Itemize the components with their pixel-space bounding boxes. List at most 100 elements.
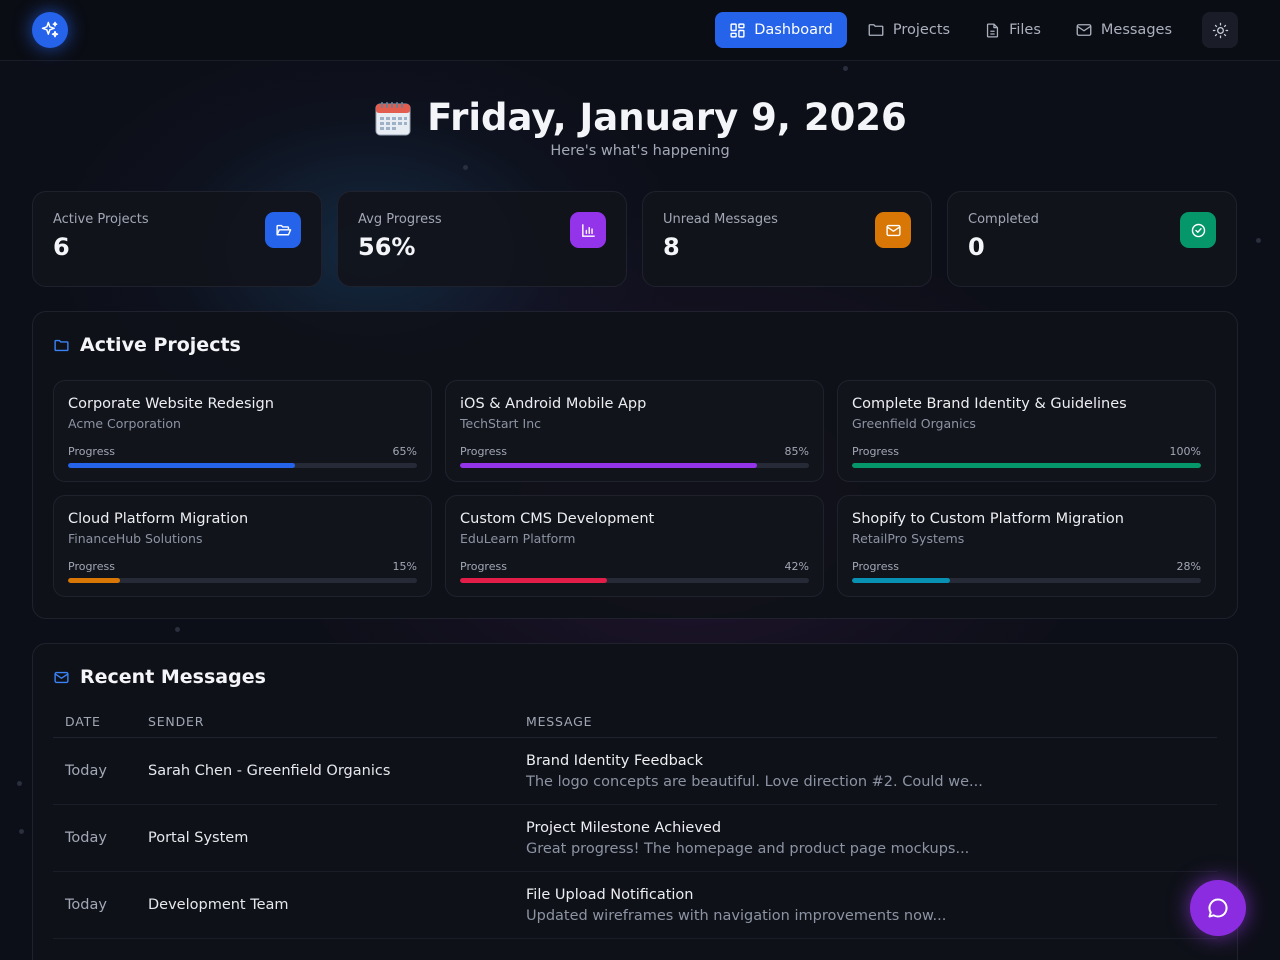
progress-fill — [852, 463, 1201, 468]
main-nav: Dashboard Projects Files Messages — [715, 12, 1238, 48]
panel-title-text: Recent Messages — [80, 666, 266, 688]
active-projects-panel: Active Projects Corporate Website Redesi… — [32, 311, 1238, 619]
theme-toggle-button[interactable] — [1202, 12, 1238, 48]
stat-value: 56% — [358, 233, 416, 261]
project-card[interactable]: Corporate Website Redesign Acme Corporat… — [53, 380, 432, 482]
stat-label: Completed — [968, 212, 1039, 227]
project-card[interactable]: Custom CMS Development EduLearn Platform… — [445, 495, 824, 597]
table-header: DATE SENDER MESSAGE — [53, 706, 1217, 738]
project-card[interactable]: Cloud Platform Migration FinanceHub Solu… — [53, 495, 432, 597]
decor-dot — [843, 66, 848, 71]
progress-label: Progress — [852, 560, 899, 573]
project-client: FinanceHub Solutions — [68, 531, 203, 546]
progress-fill — [852, 578, 950, 583]
progress-value: 42% — [784, 560, 809, 573]
chat-button[interactable] — [1190, 880, 1246, 936]
progress-value: 28% — [1176, 560, 1201, 573]
calendar-icon — [375, 101, 411, 135]
message-subject: Brand Identity Feedback — [526, 752, 704, 769]
table-row[interactable]: Today Development Team File Upload Notif… — [53, 872, 1217, 939]
message-cell: Brand Identity Feedback The logo concept… — [526, 753, 1217, 790]
table-row[interactable]: Today Sarah Chen - Greenfield Organics B… — [53, 738, 1217, 805]
progress-value: 85% — [784, 445, 809, 458]
message-date: Today — [65, 763, 107, 779]
nav-dashboard[interactable]: Dashboard — [715, 12, 847, 48]
progress-label: Progress — [852, 445, 899, 458]
panel-title-text: Active Projects — [80, 334, 241, 356]
project-client: TechStart Inc — [460, 416, 541, 431]
decor-dot — [1256, 238, 1261, 243]
stat-card-active-projects: Active Projects 6 — [32, 191, 322, 287]
app-logo[interactable] — [32, 12, 68, 48]
project-card[interactable]: iOS & Android Mobile App TechStart Inc P… — [445, 380, 824, 482]
message-sender: Development Team — [148, 897, 289, 913]
bar-chart-icon — [570, 212, 606, 248]
progress-fill — [460, 463, 757, 468]
nav-projects[interactable]: Projects — [853, 12, 964, 48]
progress-label: Progress — [460, 445, 507, 458]
project-name: Custom CMS Development — [460, 511, 655, 527]
progress-fill — [68, 578, 121, 583]
message-preview: Updated wireframes with navigation impro… — [526, 907, 947, 924]
project-card[interactable]: Complete Brand Identity & Guidelines Gre… — [837, 380, 1216, 482]
progress-track — [68, 463, 417, 468]
nav-label: Files — [1009, 22, 1041, 38]
progress-track — [460, 578, 809, 583]
message-date: Today — [65, 830, 107, 846]
stat-card-completed: Completed 0 — [947, 191, 1237, 287]
progress-fill — [68, 463, 295, 468]
mail-icon — [875, 212, 911, 248]
decor-dot — [463, 165, 468, 170]
table-row[interactable]: Today Portal System Project Milestone Ac… — [53, 805, 1217, 872]
stats-row: Active Projects 6 Avg Progress 56% Unrea… — [32, 191, 1237, 287]
folder-icon — [54, 339, 69, 351]
stat-card-unread-messages: Unread Messages 8 — [642, 191, 932, 287]
progress-value: 15% — [392, 560, 417, 573]
message-preview: Great progress! The homepage and product… — [526, 840, 970, 857]
stat-label: Unread Messages — [663, 212, 778, 227]
progress-track — [852, 463, 1201, 468]
decor-dot — [17, 781, 22, 786]
project-name: Corporate Website Redesign — [68, 396, 274, 412]
nav-label: Messages — [1100, 22, 1172, 38]
column-header-date: DATE — [65, 714, 101, 729]
message-sender: Portal System — [148, 830, 249, 846]
decor-dot — [175, 627, 180, 632]
progress-value: 100% — [1169, 445, 1201, 458]
stat-label: Avg Progress — [358, 212, 442, 227]
nav-label: Projects — [892, 22, 951, 38]
nav-files[interactable]: Files — [970, 12, 1055, 48]
decor-dot — [19, 829, 24, 834]
project-name: Complete Brand Identity & Guidelines — [852, 396, 1127, 412]
file-icon — [986, 22, 999, 38]
project-name: Cloud Platform Migration — [68, 511, 249, 527]
check-circle-icon — [1180, 212, 1216, 248]
project-client: EduLearn Platform — [460, 531, 576, 546]
panel-title: Active Projects — [53, 334, 241, 356]
stat-card-avg-progress: Avg Progress 56% — [337, 191, 627, 287]
page-subtitle: Here's what's happening — [550, 143, 730, 159]
dashboard-grid-icon — [730, 22, 745, 38]
message-cell: File Upload Notification Updated wirefra… — [526, 887, 1217, 924]
progress-label: Progress — [68, 445, 115, 458]
project-grid: Corporate Website Redesign Acme Corporat… — [53, 380, 1216, 597]
stat-label: Active Projects — [53, 212, 149, 227]
progress-track — [460, 463, 809, 468]
stat-value: 8 — [663, 233, 680, 261]
mail-icon — [54, 671, 69, 683]
project-client: RetailPro Systems — [852, 531, 965, 546]
panel-title: Recent Messages — [53, 666, 266, 688]
top-navigation-bar: Dashboard Projects Files Messages — [0, 0, 1280, 61]
nav-messages[interactable]: Messages — [1061, 12, 1186, 48]
project-client: Acme Corporation — [68, 416, 181, 431]
messages-table: DATE SENDER MESSAGE Today Sarah Chen - G… — [53, 706, 1217, 939]
project-card[interactable]: Shopify to Custom Platform Migration Ret… — [837, 495, 1216, 597]
message-cell: Project Milestone Achieved Great progres… — [526, 820, 1217, 857]
chat-bubble-icon — [1208, 898, 1228, 918]
message-subject: Project Milestone Achieved — [526, 819, 722, 836]
project-name: iOS & Android Mobile App — [460, 396, 647, 412]
progress-value: 65% — [392, 445, 417, 458]
progress-track — [68, 578, 417, 583]
mail-icon — [1076, 24, 1092, 36]
column-header-sender: SENDER — [148, 714, 205, 729]
